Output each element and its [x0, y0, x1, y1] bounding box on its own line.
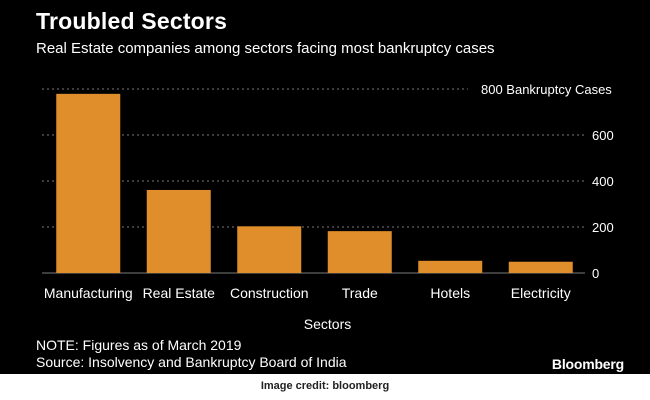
bar [146, 189, 211, 273]
x-tick-label: Electricity [511, 285, 571, 301]
note-text: NOTE: Figures as of March 2019 [36, 337, 242, 353]
y-tick-label: 0 [592, 266, 599, 281]
x-tick-label: Real Estate [143, 285, 216, 301]
bar [508, 261, 573, 273]
chart-subtitle: Real Estate companies among sectors faci… [36, 40, 495, 57]
chart-title: Troubled Sectors [36, 8, 228, 34]
y-tick-label: 200 [592, 220, 614, 235]
y-tick-label: 600 [592, 128, 614, 143]
x-tick-label: Trade [342, 285, 378, 301]
footnote: NOTE: Figures as of March 2019 Source: I… [36, 337, 347, 371]
x-tick-label: Manufacturing [44, 285, 133, 301]
y-tick-label: 400 [592, 174, 614, 189]
x-tick-label: Construction [230, 285, 309, 301]
source-text: Source: Insolvency and Bankruptcy Board … [36, 354, 347, 370]
image-credit: Image credit: bloomberg [260, 380, 390, 392]
x-axis-label: Sectors [303, 316, 352, 332]
chart-frame: Troubled Sectors Real Estate companies a… [0, 0, 650, 374]
bloomberg-logo: Bloomberg [551, 356, 624, 372]
y-tick-label: 800 Bankruptcy Cases [481, 82, 612, 97]
x-tick-label: Hotels [430, 285, 470, 301]
bar [327, 231, 392, 273]
bar [56, 93, 121, 273]
bar-chart: 0 200 400 600 800 Bankruptcy Cases Manufactur… [42, 82, 614, 301]
bar [418, 260, 483, 273]
bar [237, 226, 302, 273]
